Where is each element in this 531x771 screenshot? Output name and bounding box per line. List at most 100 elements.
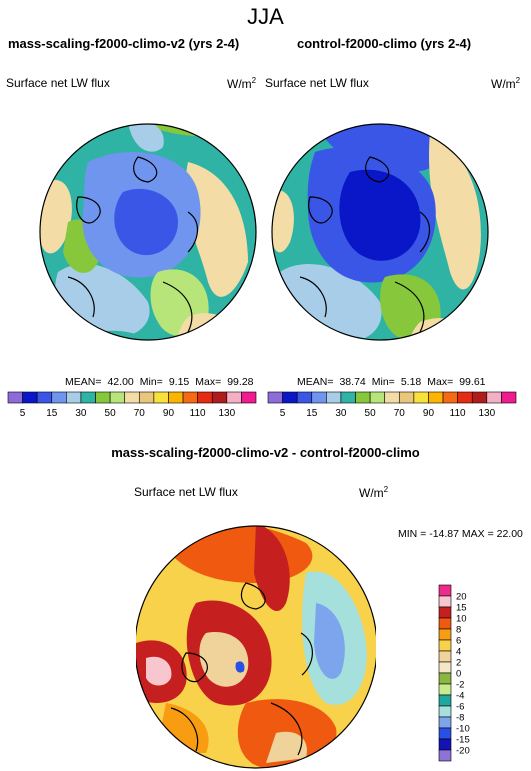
panel1-colorbar: 5 15 30 50 70 90 110 130	[7, 391, 257, 419]
panel3-colorbar-cell	[438, 683, 452, 696]
panel1-colorbar-cell	[36, 391, 53, 404]
panel1-colorbar-cell	[22, 391, 38, 404]
panel2-colorbar-cell	[267, 391, 283, 404]
panel1-colorbar-cell	[51, 391, 67, 404]
panel3-colorbar-label: 4	[456, 647, 461, 658]
panel3-polar-map	[136, 525, 376, 769]
panel3-colorbar-cell	[438, 628, 452, 641]
difference-title: mass-scaling-f2000-climo-v2 - control-f2…	[111, 445, 420, 460]
panel1-colorbar-label: 15	[46, 408, 58, 419]
panel2-mean-value: 38.74	[339, 376, 366, 388]
panel3-units-base: W/m	[359, 486, 384, 500]
panel2-colorbar-label: 130	[478, 408, 495, 419]
panel3-colorbar-cell	[438, 749, 452, 762]
panel2-colorbar-label: 5	[280, 408, 286, 419]
panel3-colorbar-label: -10	[456, 724, 470, 735]
panel1-colorbar-label: 90	[163, 408, 175, 419]
panel1-colorbar-cell	[226, 391, 242, 404]
panel2-colorbar-cell	[428, 391, 444, 404]
figure-title: JJA	[247, 4, 284, 29]
panel3-colorbar-label: 6	[456, 636, 461, 647]
panel3-colorbar-cell	[438, 672, 452, 685]
panel2-colorbar-cell	[457, 391, 473, 404]
panel3-colorbar-label: -6	[456, 702, 464, 713]
panel3-variable-label: Surface net LW flux	[134, 485, 238, 499]
panel2-colorbar-cell	[282, 391, 298, 404]
panel2-colorbar-label: 30	[335, 408, 347, 419]
panel1-units-label: W/m2	[227, 76, 256, 91]
panel3-units-sup: 2	[383, 485, 389, 494]
panel2-colorbar-cell	[355, 391, 371, 404]
panel1-colorbar-label: 130	[218, 408, 235, 419]
panel3-colorbar-cell	[438, 639, 452, 652]
panel1-colorbar-label: 5	[20, 408, 26, 419]
panel3-colorbar-cell	[438, 716, 452, 729]
panel3-colorbar-cell	[438, 650, 452, 663]
panel2-units-base: W/m	[491, 77, 516, 91]
panel2-colorbar-label: 70	[394, 408, 406, 419]
panel1-colorbar-cell	[211, 391, 228, 404]
panel1-colorbar-cell	[241, 391, 257, 404]
panel2-colorbar-cell	[326, 391, 342, 404]
panel3-colorbar-label: -15	[456, 735, 470, 746]
panel2-units-sup: 2	[515, 76, 521, 85]
panel-title-test: mass-scaling-f2000-climo-v2 (yrs 2-4)	[8, 36, 240, 51]
panel1-colorbar-cell	[109, 391, 126, 404]
panel1-colorbar-cell	[197, 391, 213, 404]
panel3-colorbar-cell	[438, 595, 452, 608]
panel1-colorbar-cell	[7, 391, 23, 404]
panel1-mean-label: MEAN=	[65, 376, 102, 388]
panel3-colorbar-cell	[438, 727, 452, 740]
panel1-max-value: 99.28	[227, 376, 254, 388]
panel3-colorbar-label: 20	[456, 592, 467, 603]
panel1-units-sup: 2	[251, 76, 257, 85]
panel2-colorbar-label: 50	[365, 408, 377, 419]
panel3-units-label: W/m2	[359, 485, 388, 500]
panel1-stats: MEAN= 42.00 Min= 9.15 Max= 99.28	[65, 376, 260, 388]
panel3-colorbar-cell	[438, 705, 452, 718]
panel3-colorbar-label: 10	[456, 614, 467, 625]
panel3-colorbar-label: 2	[456, 658, 461, 669]
panel1-max-label: Max=	[195, 376, 222, 388]
panel2-max-value: 99.61	[459, 376, 486, 388]
panel3-colorbar-cell	[438, 606, 452, 619]
panel2-colorbar-cell	[501, 391, 517, 404]
panel3-colorbar-label: -8	[456, 713, 464, 724]
panel2-colorbar-cell	[442, 391, 458, 404]
panel-title-control: control-f2000-climo (yrs 2-4)	[297, 36, 472, 51]
panel2-colorbar-cell	[471, 391, 488, 404]
panel1-colorbar-label: 70	[134, 408, 146, 419]
panel2-colorbar-label: 15	[306, 408, 318, 419]
panel1-colorbar-label: 30	[75, 408, 87, 419]
panel2-colorbar-cell	[486, 391, 502, 404]
panel1-colorbar-cell	[153, 391, 169, 404]
panel2-colorbar-label: 110	[450, 408, 466, 419]
panel3-colorbar-cell	[438, 584, 452, 597]
panel3-colorbar-cell	[438, 617, 452, 630]
panel1-colorbar-label: 110	[190, 408, 206, 419]
panel3-colorbar-label: -4	[456, 691, 464, 702]
panel2-colorbar-cell	[340, 391, 356, 404]
panel3-colorbar-label: 0	[456, 669, 461, 680]
panel2-colorbar-cell	[296, 391, 313, 404]
panel1-mean-value: 42.00	[107, 376, 134, 388]
panel1-colorbar-label: 50	[105, 408, 117, 419]
panel2-colorbar: 5 15 30 50 70 90 110 130	[267, 391, 517, 419]
panel1-colorbar-cell	[80, 391, 96, 404]
panel3-colorbar-label: -20	[456, 746, 470, 757]
panel1-colorbar-cell	[182, 391, 198, 404]
panel1-colorbar-cell	[66, 391, 82, 404]
panel2-min-label: Min=	[371, 376, 395, 388]
panel1-min-label: Min=	[139, 376, 163, 388]
panel1-polar-map	[39, 123, 257, 341]
panel2-stats: MEAN= 38.74 Min= 5.18 Max= 99.61	[297, 376, 492, 388]
panel2-colorbar-cell	[384, 391, 400, 404]
panel1-colorbar-cell	[95, 391, 111, 404]
panel1-variable-label: Surface net LW flux	[6, 76, 110, 90]
panel3-colorbar-label: 8	[456, 625, 461, 636]
panel3-colorbar-cell	[438, 694, 452, 707]
panel2-colorbar-cell	[398, 391, 415, 404]
panel1-colorbar-cell	[168, 391, 184, 404]
panel2-colorbar-label: 90	[423, 408, 435, 419]
